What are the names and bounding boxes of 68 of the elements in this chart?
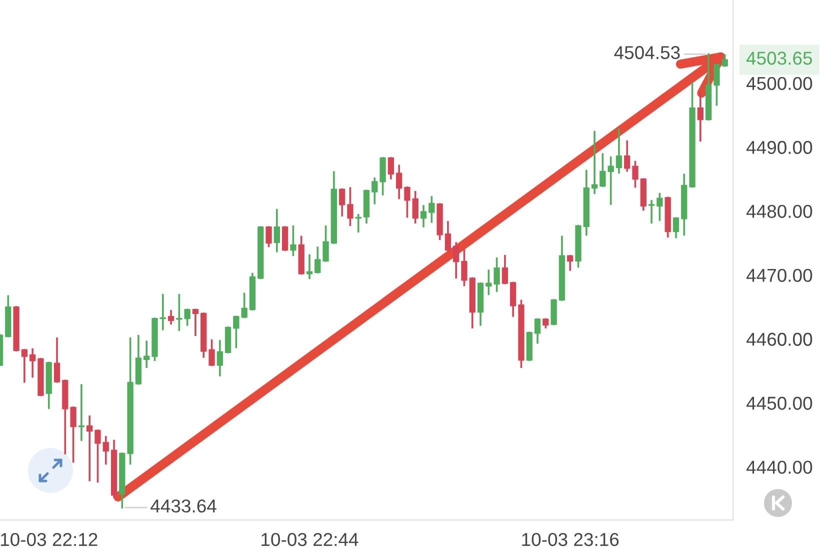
candlestick (388, 157, 394, 180)
candlestick (94, 430, 101, 483)
candlestick (624, 140, 630, 172)
text: 4503.65 (746, 52, 812, 65)
x-tick-label: 10-03 22:12 (0, 532, 98, 546)
candlestick (322, 226, 329, 262)
y-tick-label: 4470.00 (746, 268, 812, 282)
candlestick (266, 226, 272, 248)
candlestick (160, 294, 166, 330)
candlestick (428, 196, 435, 223)
candlestick (241, 292, 248, 318)
candlestick (412, 190, 418, 224)
candlestick (102, 436, 109, 465)
candlestick (648, 200, 655, 224)
candlestick (494, 257, 500, 292)
candlestick (502, 254, 508, 284)
y-tick-label: 4480.00 (746, 204, 812, 218)
candlestick (347, 187, 354, 226)
y-tick-label: 4450.00 (746, 396, 812, 410)
candlestick (714, 64, 720, 106)
x-tick-label: 10-03 23:16 (522, 532, 619, 546)
candlestick (404, 186, 410, 218)
candlestick (233, 316, 240, 348)
candlestick (600, 153, 606, 188)
candlestick (486, 270, 492, 296)
candlestick (144, 340, 150, 368)
candlestick (567, 254, 574, 271)
annotation: 4433.64 (150, 499, 216, 513)
candlestick (86, 415, 93, 482)
candlestick (608, 156, 614, 205)
candlestick (534, 318, 541, 344)
annotation: 4504.53 (614, 46, 680, 60)
candlestick (380, 157, 386, 196)
candlestick (78, 384, 85, 441)
candlestick (168, 310, 174, 325)
y-tick-label: 4500.00 (746, 76, 812, 90)
candlestick (21, 348, 28, 383)
candlestick (591, 130, 598, 194)
candlestick (282, 226, 288, 251)
candlestick (355, 214, 362, 232)
candlestick (697, 92, 704, 142)
candlestick (616, 128, 622, 174)
candlestick (314, 246, 321, 274)
candlestick (70, 406, 76, 463)
candlestick (372, 178, 378, 204)
candlestick (444, 221, 452, 251)
candlestick (672, 217, 680, 238)
candlestick (216, 340, 223, 376)
x-tick-label: 10-03 22:44 (262, 532, 358, 546)
candlestick (192, 308, 199, 336)
candlestick (632, 160, 638, 188)
y-tick-label: 4440.00 (746, 460, 812, 474)
candlestick (54, 337, 60, 383)
candlestick (453, 242, 460, 278)
candlestick (461, 249, 468, 286)
candlestick (396, 164, 402, 200)
candlestick (510, 282, 516, 317)
candlestick (420, 205, 427, 228)
y-tick-label: 4490.00 (746, 140, 812, 154)
y-tick-label: 4460.00 (746, 332, 812, 346)
candlestick (290, 226, 296, 256)
candlestick (208, 339, 215, 366)
candlestick (656, 192, 663, 221)
candlestick (30, 348, 36, 378)
candlestick (274, 208, 280, 252)
candlestick (306, 254, 313, 280)
candlestick (338, 188, 346, 216)
candlestick (722, 54, 728, 67)
